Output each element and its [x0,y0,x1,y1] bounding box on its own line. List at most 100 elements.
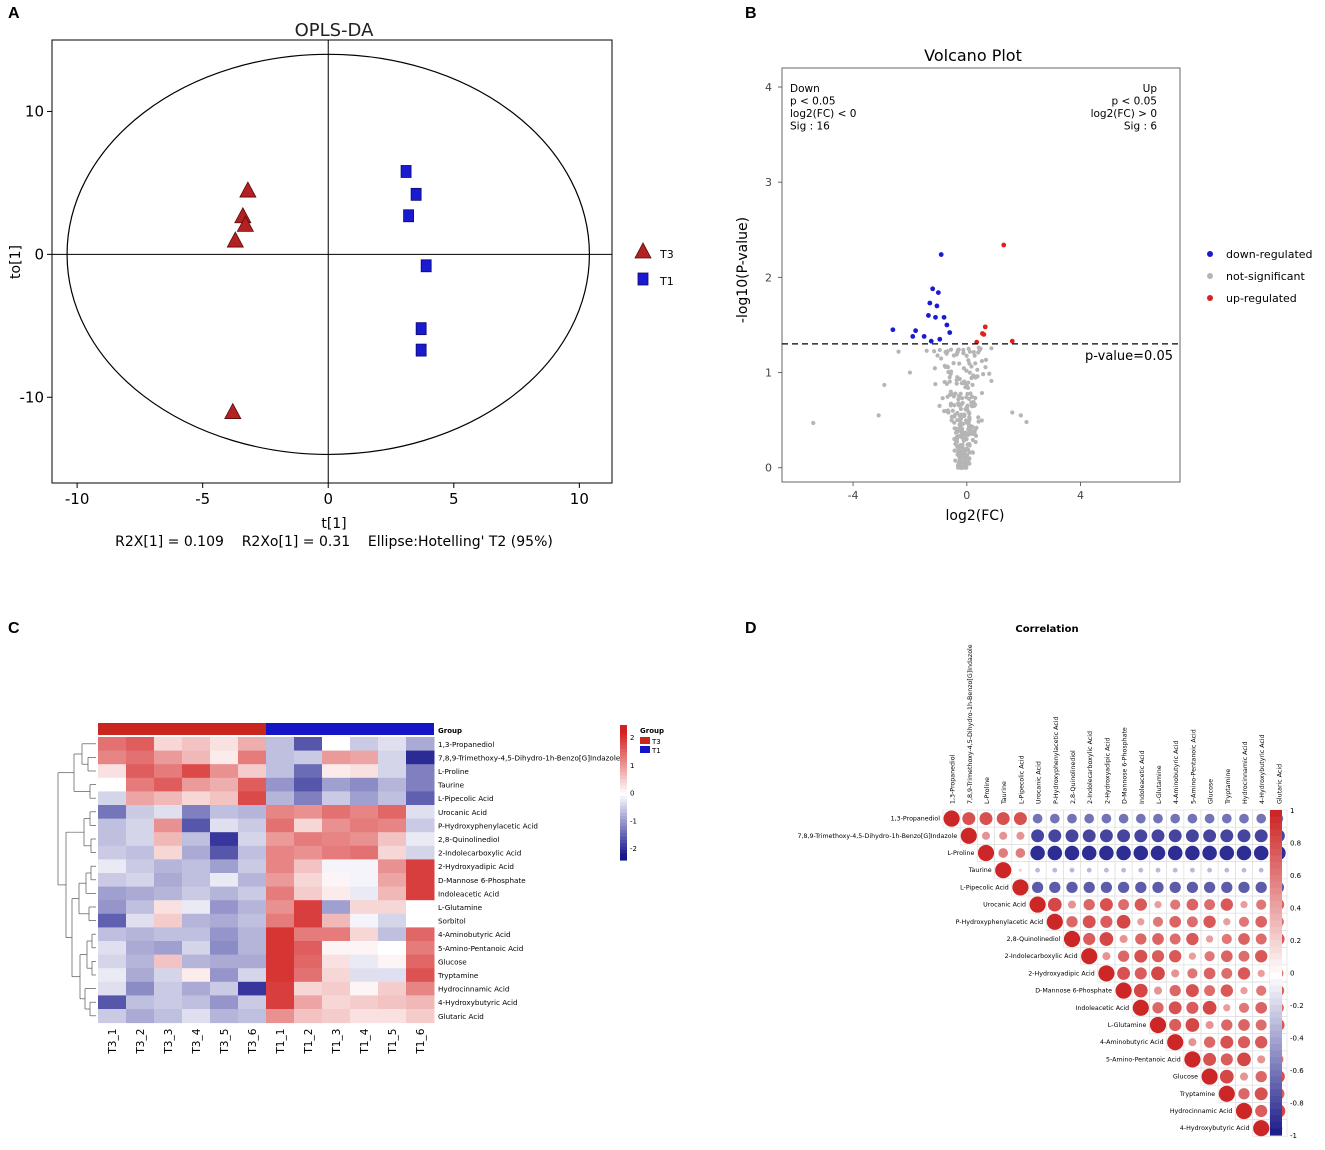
correlation-circle [1052,867,1058,873]
not-significant-point [955,435,960,440]
row-label: 2-Indolecarboxylic Acid [1005,953,1078,960]
heatmap-cell [182,1009,211,1024]
correlation-circle [1221,933,1232,945]
chart-a-plot-frame [51,39,613,484]
color-scale-tick: 0.2 [1290,937,1301,945]
heatmap-cell [266,941,295,956]
correlation-circle [1204,899,1216,911]
correlation-circle [1221,1019,1233,1031]
heatmap-cell [182,791,211,806]
heatmap-cell [406,805,435,820]
down-regulated-point [928,338,934,344]
heatmap-cell [266,954,295,969]
heatmap-cell [378,981,407,996]
correlation-circle [1149,1016,1167,1034]
correlation-circle [1153,813,1163,824]
not-significant-point [955,444,960,449]
correlation-circle [1081,845,1097,861]
heatmap-cell [210,777,239,792]
group-bar-t1 [350,723,378,735]
column-label: P-Hydroxyphenylacetic Acid [1053,716,1060,804]
not-significant-point [951,361,956,366]
panel-label-a: A [8,5,20,22]
color-scale-segment [1270,1044,1282,1052]
correlation-circle [1187,968,1198,979]
correlation-circle [1152,933,1164,945]
heatmap-cell [322,1009,351,1024]
correlation-circle [1117,966,1131,980]
heatmap-cell [154,968,183,983]
heatmap-cell [210,805,239,820]
correlation-circle [1167,845,1183,861]
down-regulated-point [938,252,944,257]
correlation-circle [1219,1069,1234,1084]
column-label: 2,8-Quinolinediol [1070,750,1077,804]
heatmap-cell [350,845,379,860]
row-label: Urocanic Acid [438,808,487,817]
group-bar-t3 [182,723,210,735]
heatmap-cell [182,913,211,928]
correlation-circle [996,812,1010,826]
correlation-circle [1185,845,1200,861]
row-label: Hydrocinnamic Acid [438,985,509,994]
color-scale-segment [1270,1018,1282,1026]
correlation-circle [1084,813,1095,824]
row-label: L-Proline [947,850,974,857]
heatmap-cell [406,954,435,969]
correlation-circle [1237,967,1251,980]
correlation-circle [1218,1085,1235,1102]
row-label: 2,8-Quinolinediol [438,835,499,844]
row-label: D-Mannose 6-Phosphate [438,876,526,885]
heatmap-cell [266,886,295,901]
heatmap-cell [406,818,435,833]
heatmap-cell [126,845,155,860]
chart-d-title: Correlation [1015,624,1078,635]
correlation-circle [1170,813,1181,824]
heatmap-cell [154,927,183,942]
not-significant-point [946,369,951,375]
row-label: Urocanic Acid [983,902,1026,909]
correlation-circle [1220,829,1234,843]
row-label: 2-Indolecarboxylic Acid [438,849,521,858]
correlation-circle [1186,881,1199,894]
volcano-chart: Volcano Plot -4 0 4 0 1 2 3 4 p-value=0.05 Down… [735,46,1313,524]
heatmap-cell [350,968,379,983]
correlation-circle [962,812,976,826]
color-scale-segment [1270,1076,1282,1084]
correlation-circle [1152,916,1164,927]
heatmap-cell [266,913,295,928]
correlation-circle [981,831,991,840]
legend-title: Group [640,727,664,735]
color-scale-segment [1270,1037,1282,1045]
color-scale-segment [1270,914,1282,922]
chart-a-footer: R2X[1] = 0.109 R2Xo[1] = 0.31 Ellipse:Ho… [115,534,553,550]
heatmap-cell [210,791,239,806]
not-significant-point [976,415,981,420]
heatmap-cell [406,832,435,847]
chart-b-xlabel: log2(FC) [945,508,1004,524]
heatmap-cell [322,805,351,820]
heatmap-cell [182,845,211,860]
not-significant-point [970,437,975,443]
heatmap-cell [154,764,183,779]
t3-data-point [224,402,242,419]
correlation-circle [1254,1087,1268,1101]
not-significant-point [1010,410,1015,415]
down-regulated-point [933,314,938,320]
correlation-circle [1203,915,1216,928]
not-significant-point [1018,413,1023,418]
not-significant-point [970,382,975,387]
chart-a-title: OPLS-DA [295,20,375,41]
metabolite-heatmap: Group 1,3-Propanediol 7,8,9-Trimethoxy-4,… [57,723,664,1055]
color-scale-tick: 0.4 [1290,905,1302,913]
row-label: L-Glutamine [1108,1022,1147,1029]
not-significant-point [973,395,978,401]
not-significant-point [937,347,942,353]
color-scale-segment [1270,946,1282,954]
heatmap-cell [238,927,267,942]
correlation-circle [1170,899,1181,910]
color-scale-segment [620,819,627,824]
color-scale-tick: -0.2 [1290,1002,1304,1010]
color-scale-segment [620,849,627,854]
correlation-circle [1203,1052,1217,1066]
